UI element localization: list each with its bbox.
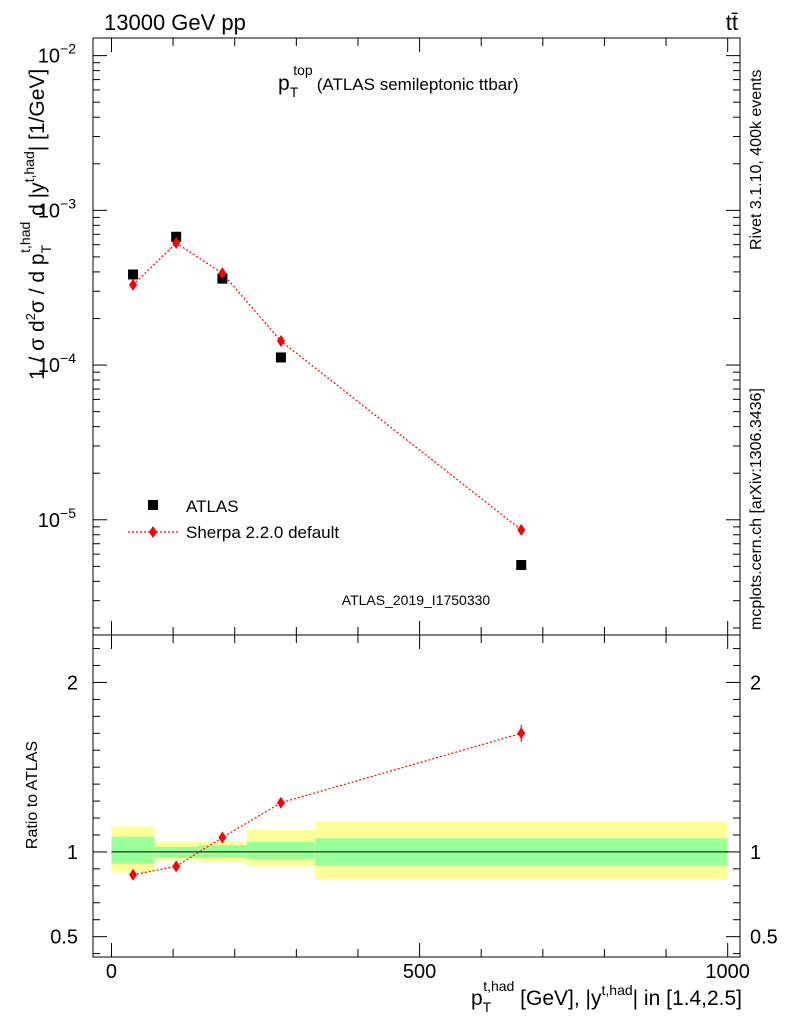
ratio-band-inner: [247, 841, 315, 860]
legend: ATLAS Sherpa 2.2.0 default: [128, 497, 339, 542]
main-panel: 10−510−410−310−2 pTtop(ATLAS semileptoni…: [17, 37, 741, 636]
ratio-sherpa-line: [132, 732, 522, 876]
main-ytick-label: 10−3: [38, 195, 76, 222]
ratio-panel: 0.5 0.5 1 1 2 2 0 500 1000 Ratio to ATLAS pTt,h…: [24, 634, 778, 1015]
xlabel-a-sup: t,had: [483, 978, 514, 994]
ratio-sherpa-point: [517, 727, 526, 740]
atlas-point: [128, 269, 139, 280]
sherpa-point: [218, 267, 227, 280]
ratio-sherpa-point: [129, 868, 138, 881]
watermark: ATLAS_2019_I1750330: [342, 592, 491, 608]
main-ytick-label: 10−5: [38, 505, 76, 532]
main-x-axis-ticks: [110, 38, 729, 635]
ratio-bands-layer: [111, 821, 728, 880]
main-ytick-label: 10−4: [38, 350, 76, 377]
ratio-xlabel: pTt,had [GeV], |yt,had| in [1.4,2.5]: [471, 978, 742, 1015]
ratio-xtick-label: 1000: [705, 961, 750, 983]
sherpa-point: [129, 278, 138, 291]
xlabel-a: p: [471, 987, 483, 1010]
main-ylabel: 1 / σ d2σ / d pTt,had d |yt,had| [1/GeV]: [17, 69, 54, 380]
main-ytick-label: 10−2: [38, 41, 76, 68]
ylabel-b-sup: t,had: [17, 222, 33, 253]
ratio-ytick-label-right: 1: [750, 842, 761, 864]
legend-atlas-marker: [148, 500, 158, 510]
xlabel-b: [GeV], |y: [514, 987, 602, 1010]
ratio-sherpa-point: [276, 796, 285, 809]
ratio-ytick-label-left: 0.5: [50, 927, 78, 949]
legend-sherpa-marker: [149, 526, 157, 538]
ratio-sherpa-point: [218, 831, 227, 844]
xlabel-b-sup: t,had: [602, 982, 633, 998]
ratio-ytick-label-left: 2: [67, 672, 78, 694]
ylabel-c: d |y: [26, 182, 49, 222]
ylabel-d: | [1/GeV]: [26, 69, 49, 152]
ratio-xtick-label: 0: [106, 961, 117, 983]
ylabel-c-sup: t,had: [21, 151, 37, 182]
atlas-point: [171, 231, 182, 242]
ratio-sherpa-point: [172, 860, 181, 873]
title-sub: T: [290, 84, 299, 100]
main-ytick-base: 10: [38, 200, 60, 222]
main-ytick-exp: −3: [60, 195, 76, 211]
ratio-x-axis: 0 500 1000: [106, 635, 750, 983]
process-label: tt̄: [726, 10, 738, 35]
sherpa-point: [276, 335, 285, 348]
xlabel-a-sub: T: [483, 999, 492, 1015]
ylabel-a: 1 / σ d: [26, 320, 49, 380]
legend-atlas-label: ATLAS: [186, 497, 239, 516]
sherpa-line: [132, 242, 522, 531]
main-ytick-base: 10: [38, 355, 60, 377]
main-y-axis: 10−510−410−310−2: [38, 41, 740, 629]
ratio-series-layer: [129, 724, 526, 881]
ratio-ytick-label-right: 2: [750, 672, 761, 694]
ylabel-b: σ / d p: [26, 253, 49, 313]
main-series-layer: [128, 231, 527, 571]
ratio-ylabel: Ratio to ATLAS: [24, 741, 41, 849]
ratio-y-axis: 0.5 0.5 1 1 2 2: [50, 648, 778, 955]
ylabel-a-sup: 2: [23, 313, 38, 320]
title-sup: top: [293, 62, 313, 78]
ratio-ytick-label-left: 1: [67, 842, 78, 864]
main-ytick-exp: −5: [60, 505, 76, 521]
title-rest: (ATLAS semileptonic ttbar): [317, 75, 519, 94]
ylabel-b-sub: T: [38, 244, 54, 253]
title-p: p: [278, 72, 290, 95]
main-ytick-base: 10: [38, 46, 60, 68]
rivet-label: Rivet 3.1.10, 400k events: [748, 69, 765, 250]
ratio-frame: [92, 634, 741, 958]
main-ytick-exp: −4: [60, 350, 76, 366]
atlas-point: [516, 560, 527, 571]
ratio-ytick-label-right: 0.5: [750, 927, 778, 949]
xlabel-c: | in [1.4,2.5]: [633, 987, 742, 1010]
sherpa-point: [172, 237, 181, 250]
ratio-xtick-label: 500: [403, 961, 436, 983]
sherpa-point: [517, 523, 526, 536]
main-frame: [92, 37, 741, 636]
ratio-band-inner: [111, 836, 155, 864]
mcplots-label: mcplots.cern.ch [arXiv:1306.3436]: [748, 388, 765, 630]
atlas-point: [275, 352, 286, 363]
main-ytick-exp: −2: [60, 41, 76, 57]
main-title: pTtop(ATLAS semileptonic ttbar): [278, 62, 519, 100]
energy-label: 13000 GeV pp: [104, 10, 246, 35]
main-ytick-base: 10: [38, 510, 60, 532]
legend-sherpa-label: Sherpa 2.2.0 default: [186, 523, 339, 542]
